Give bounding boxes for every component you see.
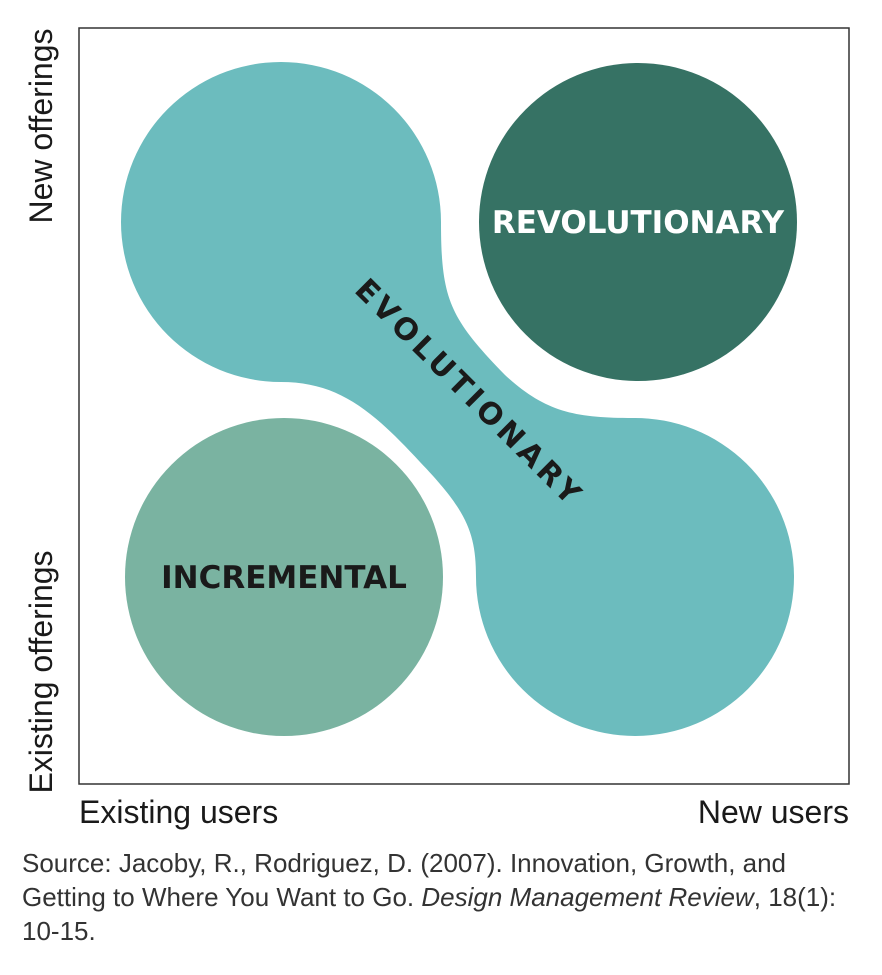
- revolutionary-region: [479, 63, 797, 381]
- caption-suffix: , 18(1): 10-15.: [22, 882, 837, 946]
- revolutionary-label: REVOLUTIONARY: [492, 205, 785, 241]
- evolutionary-region: [121, 62, 795, 736]
- matrix-frame: [78, 27, 850, 785]
- x-axis-label-right: New users: [698, 794, 849, 830]
- caption-prefix: Source: Jacoby, R., Rodriguez, D. (2007)…: [22, 848, 787, 912]
- innovation-matrix-diagram: REVOLUTIONARY INCREMENTAL EVOLUTIONARY N…: [23, 27, 850, 830]
- incremental-region: [125, 418, 443, 736]
- source-caption: Source: Jacoby, R., Rodriguez, D. (2007)…: [22, 846, 862, 948]
- y-axis-label-top: New offerings: [23, 28, 59, 223]
- y-axis-label-bottom: Existing offerings: [23, 550, 59, 793]
- incremental-label: INCREMENTAL: [161, 560, 407, 596]
- caption-journal: Design Management Review: [421, 882, 754, 912]
- x-axis-label-left: Existing users: [79, 794, 278, 830]
